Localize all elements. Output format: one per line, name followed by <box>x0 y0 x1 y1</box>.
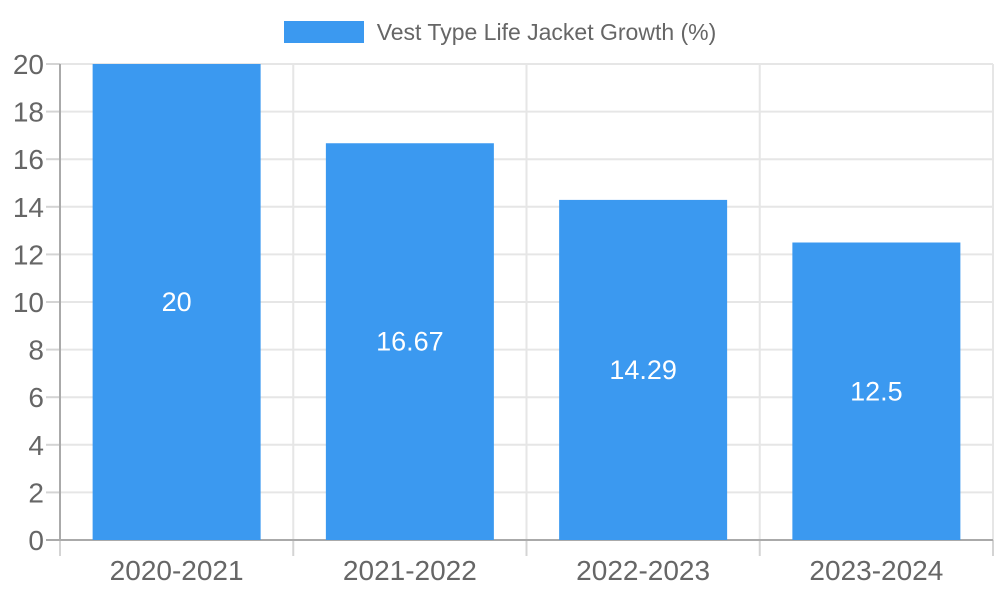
y-axis-tick-label: 12 <box>13 239 44 270</box>
bar-value-label: 14.29 <box>609 355 677 385</box>
y-axis-tick-label: 10 <box>13 287 44 318</box>
x-axis-tick-label: 2020-2021 <box>110 555 244 586</box>
bar[interactable] <box>559 199 728 540</box>
bar[interactable] <box>325 143 494 540</box>
bar-value-label: 12.5 <box>850 376 903 406</box>
y-axis-tick-label: 14 <box>13 192 44 223</box>
legend[interactable]: Vest Type Life Jacket Growth (%) <box>0 10 1000 54</box>
y-axis-tick-label: 4 <box>28 430 44 461</box>
y-axis-tick-label: 20 <box>13 49 44 80</box>
legend-swatch-icon <box>283 21 364 43</box>
y-axis-tick-label: 2 <box>28 477 44 508</box>
legend-label: Vest Type Life Jacket Growth (%) <box>376 18 717 45</box>
bar-value-label: 20 <box>162 287 192 317</box>
bar[interactable] <box>92 64 261 540</box>
y-axis-tick-label: 0 <box>28 525 44 556</box>
y-axis-tick-label: 16 <box>13 144 44 175</box>
y-axis-tick-label: 18 <box>13 97 44 128</box>
y-axis-tick-label: 6 <box>28 382 44 413</box>
x-axis-tick-label: 2023-2024 <box>809 555 943 586</box>
x-axis-tick-label: 2021-2022 <box>343 555 477 586</box>
bar-value-label: 16.67 <box>376 327 444 357</box>
y-axis-tick-label: 8 <box>28 335 44 366</box>
x-axis-tick-label: 2022-2023 <box>576 555 710 586</box>
bar[interactable] <box>792 242 961 541</box>
